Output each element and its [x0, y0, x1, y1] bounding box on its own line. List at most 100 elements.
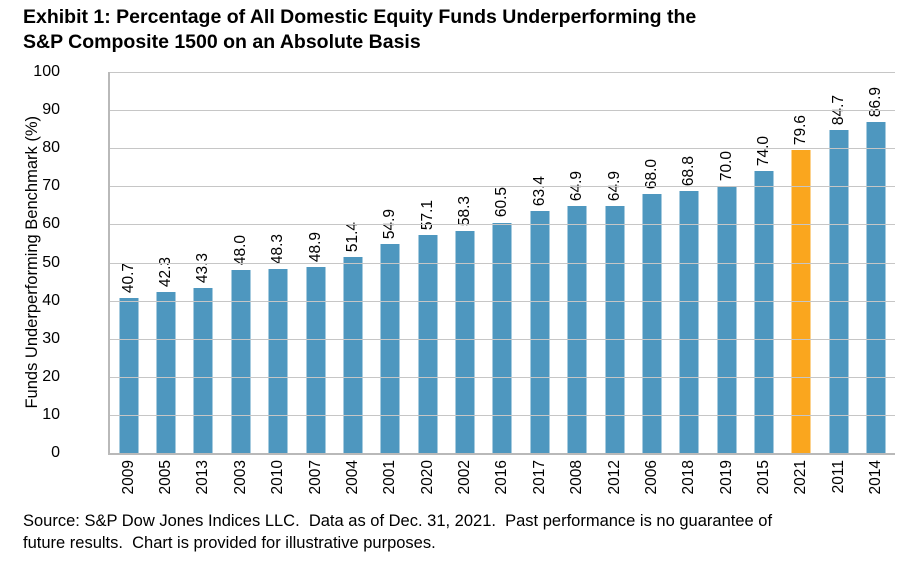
- bar-slot: 40.7: [110, 72, 147, 453]
- source-note-line-1: Source: S&P Dow Jones Indices LLC. Data …: [23, 512, 773, 530]
- bar-2016: [492, 222, 512, 453]
- bar-2018: [679, 190, 699, 453]
- bar-2007: [306, 266, 326, 453]
- bar-2006: [642, 193, 662, 453]
- y-tick-label: 60: [42, 215, 60, 233]
- chart-title: Exhibit 1: Percentage of All Domestic Eq…: [23, 5, 883, 55]
- y-tick-label: 40: [42, 291, 60, 309]
- bar-value-label: 68.0: [642, 158, 660, 189]
- bar-slot: 68.0: [633, 72, 670, 453]
- x-axis-slot: 2017: [521, 460, 558, 508]
- bar-2020: [418, 235, 438, 453]
- x-tick-label: 2005: [157, 460, 175, 495]
- bar-2003: [231, 270, 251, 453]
- bar-slot: 48.0: [222, 72, 259, 453]
- x-axis-slot: 2011: [820, 460, 857, 508]
- bar-slot: 74.0: [745, 72, 782, 453]
- gridline: [110, 186, 895, 188]
- x-axis-slot: 2013: [185, 460, 222, 508]
- bar-slot: 60.5: [484, 72, 521, 453]
- bar-2014: [866, 121, 886, 453]
- bar-2017: [530, 211, 550, 453]
- bar-2004: [343, 257, 363, 453]
- x-axis-slot: 2008: [559, 460, 596, 508]
- plot-area: 40.7 42.3 43.3 48.0 48.3 48.9 51.4 54.9 57.1 58.3…: [108, 72, 895, 455]
- x-axis-slot: 2021: [783, 460, 820, 508]
- bar-value-label: 79.6: [792, 114, 810, 145]
- gridline: [110, 148, 895, 150]
- x-axis-slot: 2010: [260, 460, 297, 508]
- x-tick-label: 2020: [418, 460, 436, 495]
- bar-value-label: 48.3: [269, 233, 287, 264]
- bars-row: 40.7 42.3 43.3 48.0 48.3 48.9 51.4 54.9 57.1 58.3…: [110, 72, 895, 453]
- x-axis-slot: 2002: [446, 460, 483, 508]
- x-tick-label: 2010: [269, 460, 287, 495]
- x-tick-label: 2019: [717, 460, 735, 495]
- bar-slot: 48.9: [297, 72, 334, 453]
- bar-slot: 63.4: [521, 72, 558, 453]
- bar-slot: 64.9: [596, 72, 633, 453]
- x-axis-slot: 2014: [858, 460, 895, 508]
- bar-slot: 68.8: [671, 72, 708, 453]
- bar-value-label: 51.4: [343, 222, 361, 253]
- y-tick-label: 30: [42, 329, 60, 347]
- x-tick-label: 2004: [343, 460, 361, 495]
- bar-slot: 64.9: [559, 72, 596, 453]
- bar-value-label: 48.0: [231, 234, 249, 266]
- bar-slot: 57.1: [409, 72, 446, 453]
- bar-2019: [717, 186, 737, 453]
- bar-2009: [119, 297, 139, 453]
- y-axis-tick-labels: 0 10 20 30 40 50 60 70 80 90 100: [0, 63, 100, 461]
- x-tick-label: 2001: [381, 460, 399, 495]
- bar-2010: [268, 268, 288, 453]
- x-tick-label: 2016: [493, 460, 511, 495]
- y-tick-label: 70: [42, 177, 60, 195]
- x-tick-label: 2012: [605, 460, 623, 495]
- x-axis-slot: 2007: [297, 460, 334, 508]
- gridline: [110, 72, 895, 73]
- bar-slot: 54.9: [372, 72, 409, 453]
- x-tick-label: 2017: [530, 460, 548, 495]
- x-axis-slot: 2020: [409, 460, 446, 508]
- bar-2013: [193, 288, 213, 453]
- x-axis-slot: 2003: [222, 460, 259, 508]
- x-tick-label: 2014: [867, 460, 885, 495]
- x-axis-slot: 2016: [484, 460, 521, 508]
- gridline: [110, 262, 895, 264]
- x-tick-label: 2009: [119, 460, 137, 495]
- bar-slot: 51.4: [334, 72, 371, 453]
- x-tick-label: 2015: [755, 460, 773, 495]
- bar-value-label: 58.3: [456, 195, 474, 226]
- x-axis-slot: 2009: [110, 460, 147, 508]
- y-tick-label: 90: [42, 101, 60, 119]
- bar-2015: [754, 171, 774, 453]
- bar-value-label: 68.8: [680, 155, 698, 186]
- x-axis-slot: 2004: [334, 460, 371, 508]
- bar-slot: 58.3: [446, 72, 483, 453]
- x-axis-slot: 2015: [745, 460, 782, 508]
- y-tick-label: 100: [33, 63, 60, 80]
- bar-value-label: 86.9: [867, 86, 885, 117]
- x-axis-slot: 2012: [596, 460, 633, 508]
- x-axis-slot: 2018: [671, 460, 708, 508]
- gridline: [110, 414, 895, 416]
- bar-2008: [567, 205, 587, 453]
- gridline: [110, 224, 895, 226]
- source-note: Source: S&P Dow Jones Indices LLC. Data …: [23, 510, 893, 554]
- y-tick-label: 0: [51, 444, 60, 461]
- bar-slot: 43.3: [185, 72, 222, 453]
- bar-value-label: 70.0: [717, 151, 735, 182]
- x-tick-label: 2011: [829, 460, 847, 494]
- bar-value-label: 48.9: [306, 231, 324, 262]
- x-axis-labels: 2009 2005 2013 2003 2010 2007 2004 2001 2020 2002…: [110, 460, 895, 508]
- bar-value-label: 43.3: [194, 252, 212, 284]
- x-tick-label: 2018: [680, 460, 698, 495]
- y-tick-label: 10: [42, 405, 60, 423]
- gridline: [110, 376, 895, 378]
- x-axis-slot: 2005: [147, 460, 184, 508]
- x-tick-label: 2008: [568, 460, 586, 495]
- bar-value-label: 42.3: [157, 256, 175, 287]
- bar-2002: [455, 230, 475, 453]
- bar-slot: 48.3: [260, 72, 297, 453]
